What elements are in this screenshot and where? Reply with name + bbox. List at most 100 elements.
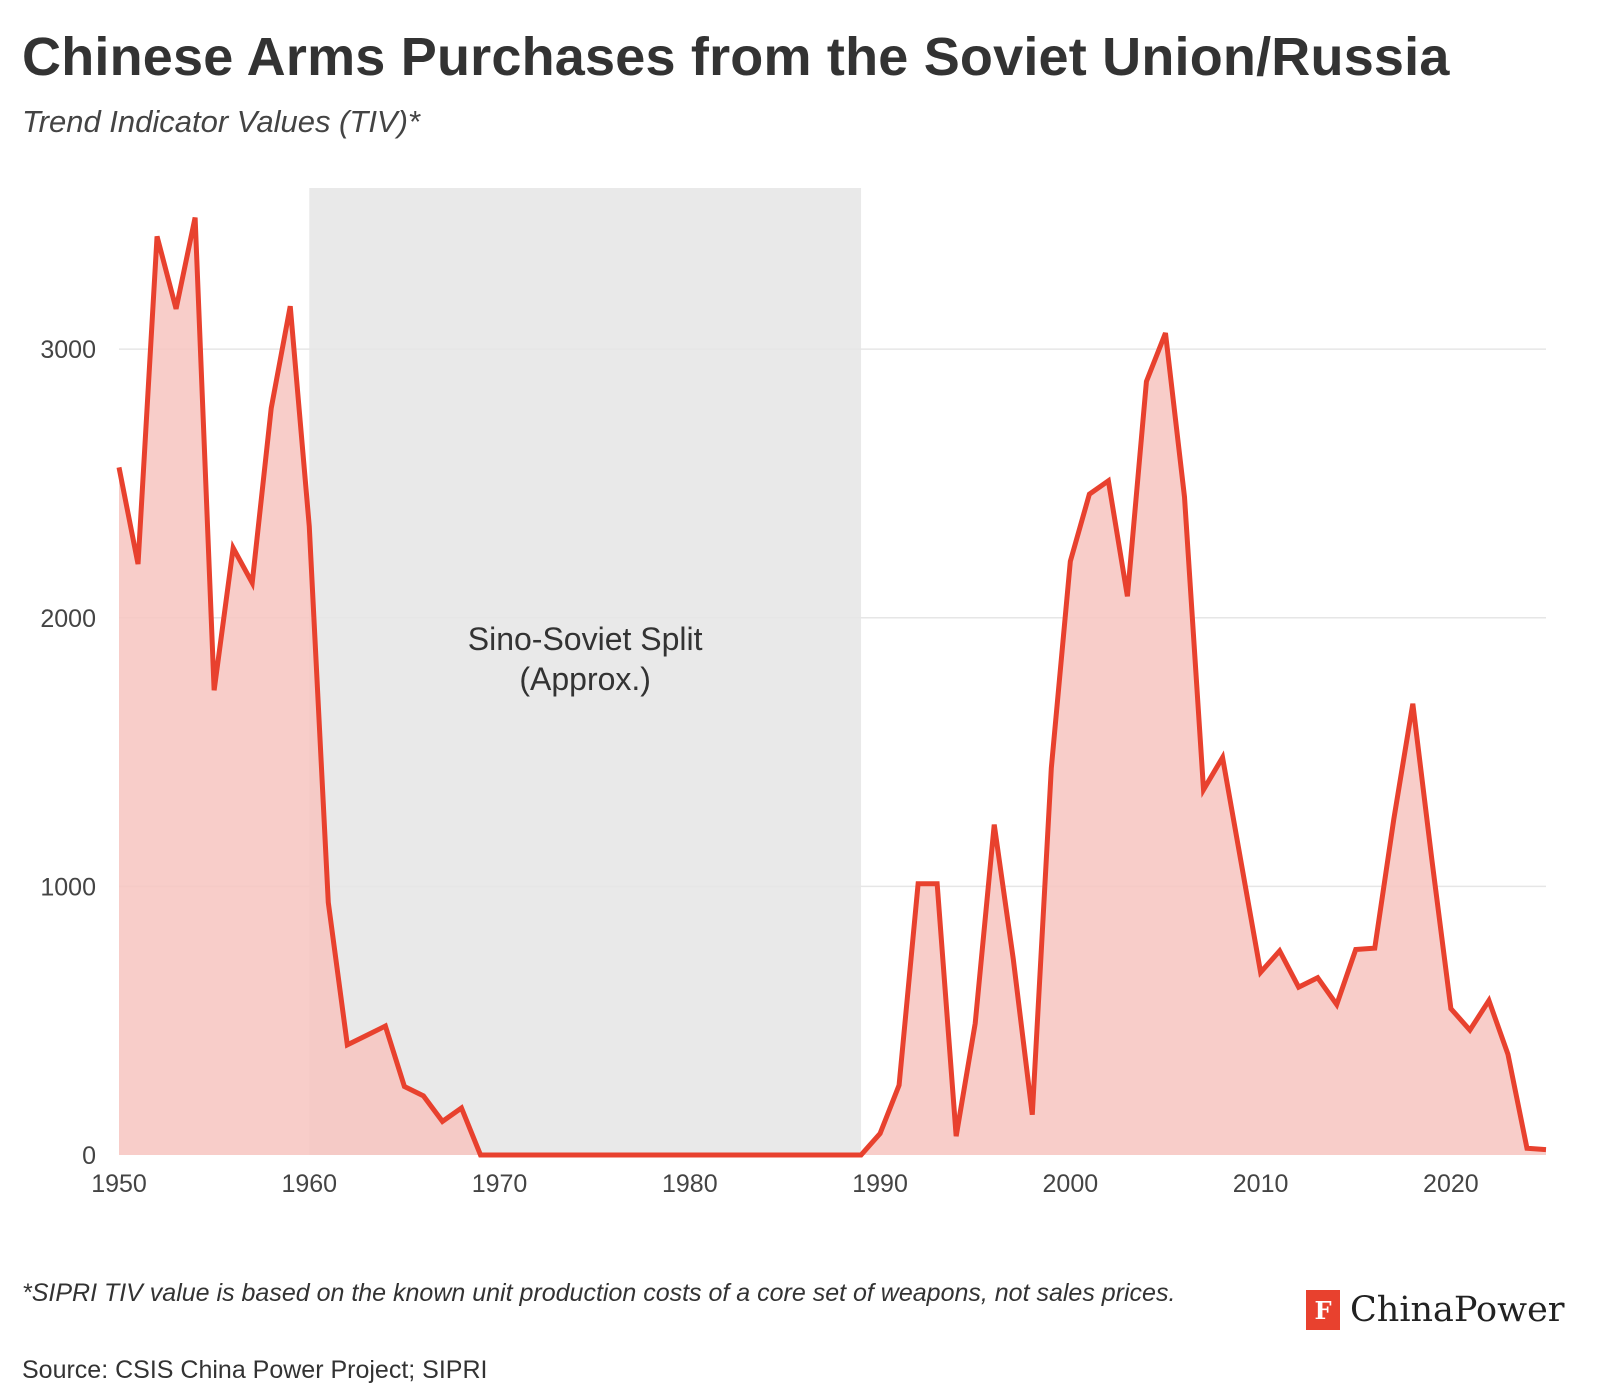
data-point-1957 [252,582,253,583]
data-point-2020 [1450,1008,1451,1009]
data-point-1984 [765,1155,766,1156]
data-point-1985 [784,1155,785,1156]
data-point-1951 [138,564,139,565]
data-point-1969 [480,1155,481,1156]
data-point-1968 [461,1107,462,1108]
chart-title: Chinese Arms Purchases from the Soviet U… [22,27,1450,87]
data-point-2003 [1127,596,1128,597]
y-tick-label-2000: 2000 [40,605,96,633]
data-point-1965 [404,1086,405,1087]
data-point-1972 [537,1155,538,1156]
china-power-logo-icon: F [1306,1290,1340,1330]
x-tick-label-2020: 2020 [1423,1170,1479,1198]
data-point-2005 [1165,333,1166,334]
data-point-1982 [727,1155,728,1156]
brand-logo: F ChinaPower [1306,1288,1565,1332]
data-point-2024 [1526,1148,1527,1149]
data-point-1950 [119,467,120,468]
data-point-2014 [1336,1004,1337,1005]
data-point-1953 [176,308,177,309]
y-tick-label-0: 0 [82,1142,96,1170]
data-point-1989 [861,1155,862,1156]
annotation-layer: Sino-Soviet Split (Approx.) [468,621,703,697]
data-point-1955 [214,690,215,691]
data-point-1993 [937,883,938,884]
data-point-1995 [975,1023,976,1024]
y-tick-label-1000: 1000 [40,873,96,901]
data-point-2008 [1222,757,1223,758]
data-point-1996 [994,824,995,825]
data-point-1958 [271,408,272,409]
series-area-layer [119,217,1546,1156]
data-point-2022 [1488,1000,1489,1001]
data-point-2002 [1108,480,1109,481]
series-area [119,217,1546,1156]
data-point-2025 [1546,1149,1547,1150]
data-point-2011 [1279,950,1280,951]
x-axis: 1950 1960 1970 1980 1990 2000 2010 2020 [91,1170,1478,1198]
annotation-label-line2: (Approx.) [519,661,651,697]
data-point-1971 [518,1155,519,1156]
x-tick-label-2010: 2010 [1233,1170,1289,1198]
data-point-1960 [309,526,310,527]
area-chart: 0 1000 2000 3000 1950 1960 1970 1980 1990 2000 20… [40,188,1547,1198]
data-point-1977 [632,1155,633,1156]
data-point-1981 [708,1155,709,1156]
chart-subtitle: Trend Indicator Values (TIV)* [22,104,420,139]
data-point-2016 [1374,948,1375,949]
data-point-1990 [880,1133,881,1134]
data-point-1988 [842,1155,843,1156]
data-point-1987 [822,1155,823,1156]
data-point-2010 [1260,972,1261,973]
footnote: *SIPRI TIV value is based on the known u… [22,1279,1176,1307]
data-point-2021 [1469,1030,1470,1031]
source-note: Source: CSIS China Power Project; SIPRI [22,1356,488,1384]
data-point-1980 [689,1155,690,1156]
data-point-1967 [442,1121,443,1122]
data-point-1952 [157,236,158,237]
data-point-1964 [385,1026,386,1027]
data-point-2009 [1241,864,1242,865]
data-point-1956 [233,547,234,548]
data-point-1959 [290,306,291,307]
data-point-1954 [195,217,196,218]
data-point-1998 [1032,1114,1033,1115]
x-tick-label-1990: 1990 [852,1170,908,1198]
data-point-2000 [1070,561,1071,562]
data-point-1970 [499,1155,500,1156]
series-line-layer [116,217,1547,1158]
data-point-1979 [670,1155,671,1156]
data-point-1992 [918,883,919,884]
data-point-2006 [1184,496,1185,497]
data-point-1966 [423,1095,424,1096]
brand-name: ChinaPower [1350,1290,1565,1330]
data-point-1973 [556,1155,557,1156]
data-point-2017 [1393,819,1394,820]
data-point-1997 [1013,958,1014,959]
y-axis: 0 1000 2000 3000 [40,336,96,1170]
gridlines [119,348,1546,888]
data-point-1991 [899,1085,900,1086]
x-tick-label-1960: 1960 [281,1170,337,1198]
data-point-2018 [1412,703,1413,704]
data-point-1978 [651,1155,652,1156]
data-point-2019 [1431,859,1432,860]
data-point-2007 [1203,789,1204,790]
data-point-2004 [1146,381,1147,382]
data-point-1974 [575,1155,576,1156]
data-point-2012 [1298,987,1299,988]
x-tick-label-1980: 1980 [662,1170,718,1198]
data-point-2015 [1355,949,1356,950]
x-tick-label-1950: 1950 [91,1170,147,1198]
data-point-1962 [347,1044,348,1045]
data-point-2023 [1507,1054,1508,1055]
data-point-2013 [1317,977,1318,978]
data-point-1961 [328,902,329,903]
data-point-1999 [1051,768,1052,769]
x-tick-label-2000: 2000 [1043,1170,1099,1198]
data-point-1975 [594,1155,595,1156]
data-point-1994 [956,1136,957,1137]
data-point-1983 [746,1155,747,1156]
series-line [116,217,1547,1158]
y-tick-label-3000: 3000 [40,336,96,364]
